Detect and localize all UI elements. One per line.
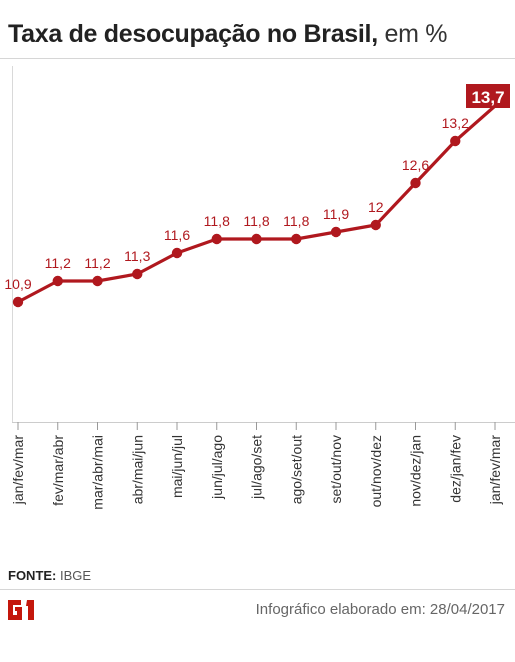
data-point [171, 247, 183, 259]
data-point [12, 296, 24, 308]
chart-title-unit: em % [384, 20, 448, 48]
data-point [330, 226, 342, 238]
data-point [92, 275, 103, 287]
data-label: 10,9 [4, 276, 31, 292]
data-label: 11,9 [323, 206, 349, 222]
data-point [251, 233, 262, 245]
source-value: IBGE [60, 568, 92, 583]
data-point [291, 233, 302, 245]
data-label: 11,2 [45, 255, 71, 271]
x-tick-label: fev/mar/abr [50, 435, 66, 506]
x-tick-label: mai/jun/jul [169, 435, 185, 498]
data-label: 12,6 [402, 157, 429, 173]
x-tick-label: nov/dez/jan [408, 435, 424, 507]
x-tick-label: jul/ago/set [249, 435, 265, 500]
chart-title-main: Taxa de desocupação no Brasil, [8, 20, 378, 48]
data-label: 11,8 [283, 213, 309, 229]
series-line [17, 104, 497, 304]
data-label-highlight: 13,7 [471, 88, 504, 107]
line-chart: jan/fev/mar fev/mar/abr mar/abr/mai abr/mai… [4, 66, 515, 510]
x-tick-label: jan/fev/mar [487, 435, 503, 506]
data-point [132, 268, 143, 280]
data-label: 11,3 [124, 248, 150, 264]
x-tick-label: out/nov/dez [368, 435, 384, 507]
x-tick-label: ago/set/out [288, 435, 304, 504]
footer-divider [0, 589, 515, 590]
data-label: 11,8 [243, 213, 269, 229]
data-label: 13,2 [442, 115, 469, 131]
x-tick-label: jan/fev/mar [10, 435, 26, 506]
data-label: 12 [368, 199, 384, 215]
title-divider [0, 58, 515, 59]
data-point [52, 275, 63, 287]
source-note: FONTE: IBGE [8, 568, 91, 583]
data-label: 11,2 [84, 255, 110, 271]
x-tick-label: set/out/nov [328, 435, 344, 504]
credit-note: Infográfico elaborado em: 28/04/2017 [255, 601, 505, 618]
chart-title: Taxa de desocupação no Brasil, em % [8, 20, 448, 49]
data-point [211, 233, 222, 245]
x-tick-label: jun/jul/ago [209, 435, 225, 500]
data-point [410, 177, 421, 189]
data-point [370, 219, 381, 231]
g1-logo-icon [8, 600, 34, 620]
data-point [450, 135, 461, 147]
data-label: 11,6 [164, 227, 190, 243]
x-tick-label: mar/abr/mai [90, 435, 106, 510]
source-label: FONTE: [8, 568, 57, 583]
data-label: 11,8 [204, 213, 230, 229]
x-tick-label: abr/mai/jun [129, 435, 145, 504]
highlight-label-box [466, 84, 510, 108]
x-tick-label: dez/jan/fev [447, 435, 463, 503]
